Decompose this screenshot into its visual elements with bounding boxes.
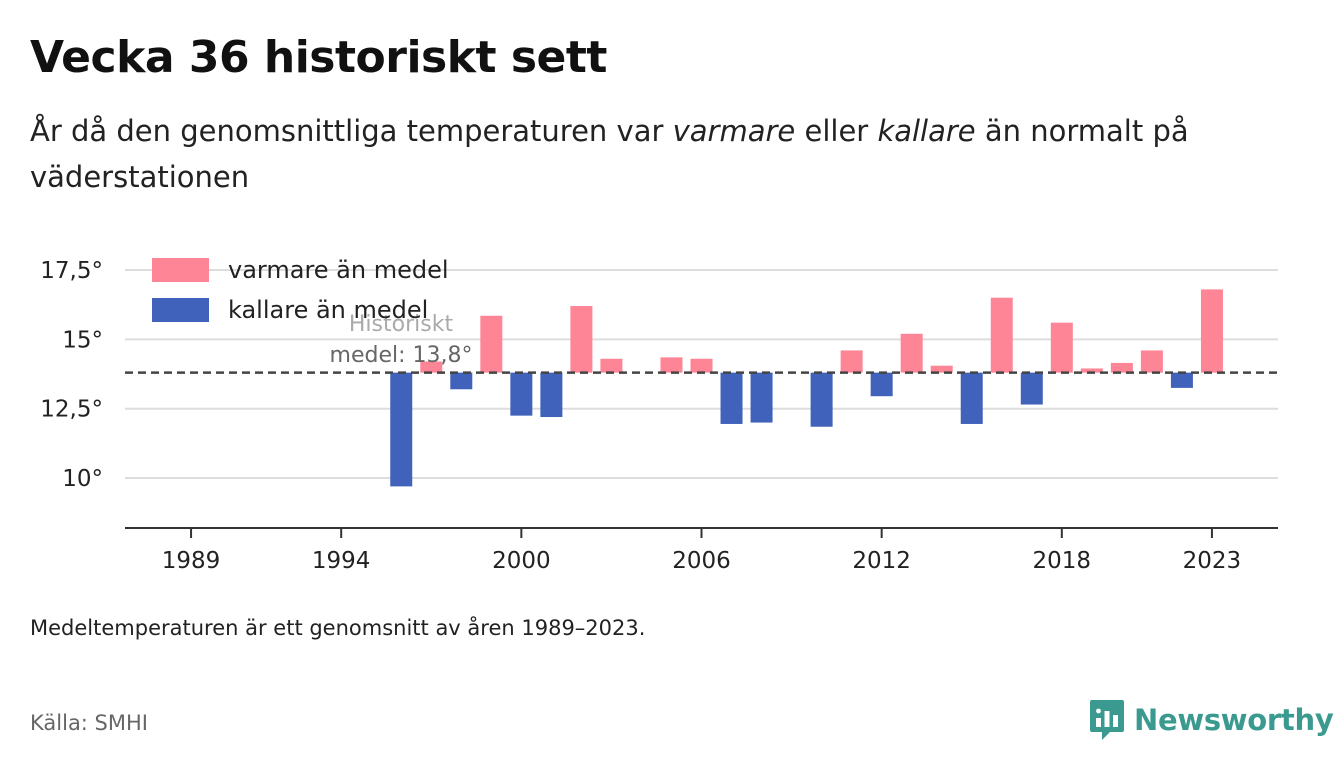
x-tick-label: 2023 [1183,548,1242,574]
bar-2008 [750,372,773,423]
x-tick-label: 2018 [1033,548,1092,574]
y-tick-label: 12,5° [40,397,103,423]
bar-2012 [870,372,893,397]
x-tick-label: 1994 [312,548,371,574]
y-tick-label: 15° [62,327,103,353]
bar-2022 [1170,372,1193,388]
bar-2021 [1140,350,1163,373]
bar-1997 [420,361,443,373]
subtitle-text-mid: eller [795,114,878,148]
legend-swatch-warm [152,258,209,282]
bar-2020 [1110,362,1133,373]
legend-label-cold: kallare än medel [228,296,428,324]
footnote: Medeltemperaturen är ett genomsnitt av å… [30,616,646,640]
bar-2015 [960,372,983,424]
subtitle-cold-word: kallare [877,114,976,148]
bar-1996 [390,372,413,487]
subtitle-text-end: än normalt på väderstationen [30,114,1189,194]
bar-2000 [510,372,533,416]
y-tick-label: 17,5° [40,258,103,284]
bar-2010 [810,372,833,427]
bar-2019 [1080,368,1103,373]
legend-swatch-cold [152,298,209,322]
bar-2014 [930,365,953,373]
baseline-annotation-line1: Historiskt [349,312,454,337]
bar-1999 [480,315,503,373]
bar-2017 [1020,372,1043,405]
brand[interactable]: Newsworthy [1088,698,1334,742]
legend-label-warm: varmare än medel [228,256,449,284]
x-tick-label: 2006 [672,548,731,574]
x-tick-label: 1989 [162,548,221,574]
bar-1998 [450,372,473,390]
chart-subtitle: År då den genomsnittliga temperaturen va… [30,108,1270,200]
bar-2006 [690,358,713,373]
bar-2013 [900,333,923,373]
subtitle-text-start: År då den genomsnittliga temperaturen va… [30,114,673,148]
bar-2011 [840,350,863,373]
bar-2007 [720,372,743,424]
bar-2002 [570,306,593,373]
x-tick-label: 2012 [852,548,911,574]
chart-title: Vecka 36 historiskt sett [30,32,607,83]
bar-2001 [540,372,563,418]
bar-2023 [1200,289,1223,373]
bar-2016 [990,297,1013,373]
temperature-bar-chart: 10° 12,5° 15° 17,5° 1989 1994 2000 2006 2012 2018… [40,256,1278,574]
brand-name: Newsworthy [1134,703,1334,737]
source-label: Källa: SMHI [30,711,148,735]
subtitle-warm-word: varmare [672,114,796,148]
bar-2018 [1050,322,1073,373]
x-tick-label: 2000 [492,548,551,574]
y-tick-label: 10° [62,466,103,492]
newsworthy-logo-icon [1090,700,1124,740]
bar-2003 [600,358,623,373]
bar-2005 [660,357,683,373]
baseline-annotation-line2: medel: 13,8° [330,343,473,368]
